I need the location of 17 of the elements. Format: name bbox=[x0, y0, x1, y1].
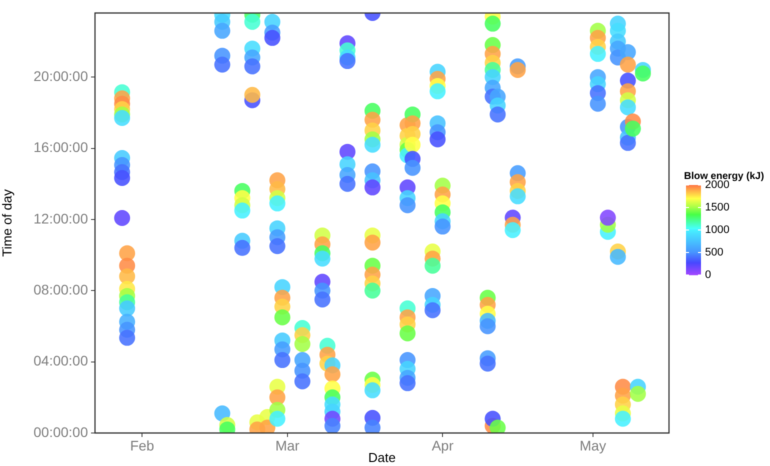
color-bar-label: 1500 bbox=[705, 202, 730, 214]
x-axis-title: Date bbox=[368, 450, 396, 465]
x-tick-label: Mar bbox=[275, 437, 300, 454]
y-axis-title: Time of day bbox=[0, 188, 14, 257]
color-bar-label: 0 bbox=[705, 269, 712, 282]
x-tick-label: Feb bbox=[130, 437, 154, 454]
y-tick-label: 08:00:00 bbox=[34, 281, 88, 298]
color-bar-label: 1000 bbox=[705, 224, 730, 236]
y-tick-label: 20:00:00 bbox=[34, 68, 88, 84]
y-tick-label: 00:00:00 bbox=[34, 424, 88, 440]
y-tick-label: 04:00:00 bbox=[34, 352, 88, 369]
x-tick-label: Apr bbox=[432, 437, 454, 454]
y-tick-label: 16:00:00 bbox=[34, 139, 88, 156]
color-bar-label: 2000 bbox=[705, 179, 730, 192]
y-tick-label: 12:00:00 bbox=[34, 210, 88, 226]
x-tick-label: May bbox=[580, 437, 606, 454]
color-bar-label: 500 bbox=[705, 246, 724, 259]
